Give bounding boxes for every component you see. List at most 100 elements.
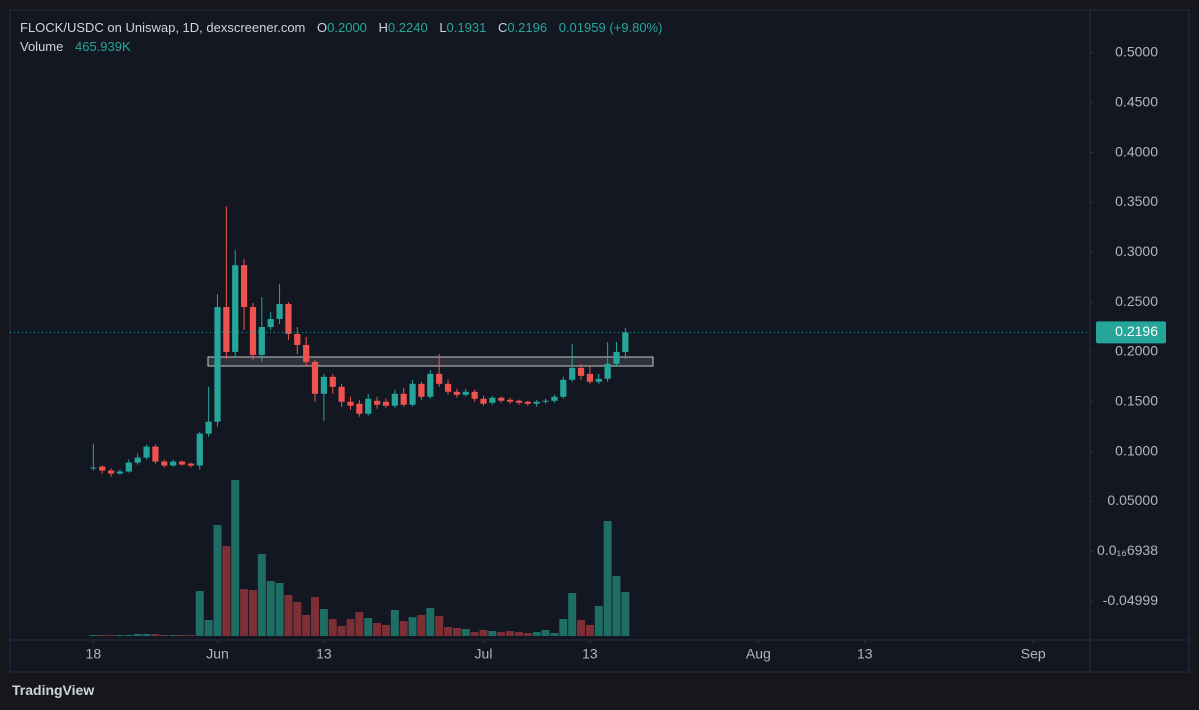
y-tick-label: 0.2500 <box>1115 293 1158 309</box>
candle-body <box>223 307 230 352</box>
volume-bar <box>603 521 612 636</box>
candle-body <box>347 401 354 406</box>
volume-bar <box>178 635 187 636</box>
candle-body <box>116 471 124 474</box>
volume-bar <box>532 632 541 636</box>
y-tick-label: 0.5000 <box>1115 44 1158 60</box>
c-label: C <box>497 20 508 35</box>
candle-body <box>542 400 549 402</box>
volume-bar <box>444 627 453 636</box>
candle-body <box>294 333 301 345</box>
volume-bar <box>107 635 116 636</box>
y-tick-label: 0.4000 <box>1115 143 1158 159</box>
candle-body <box>285 304 292 334</box>
candle-body <box>498 397 505 401</box>
o-label: O <box>317 20 328 35</box>
candle-body <box>170 461 177 466</box>
volume-bar <box>142 634 151 636</box>
volume-bar <box>328 619 337 636</box>
volume-bar <box>417 614 426 636</box>
volume-bar <box>364 617 373 636</box>
candle-body <box>356 403 363 414</box>
candle-body <box>524 401 531 404</box>
volume-bar <box>319 609 328 636</box>
volume-bar <box>470 632 479 636</box>
volume-bar <box>559 619 568 636</box>
candle-body <box>577 367 585 376</box>
candle-body <box>506 399 514 402</box>
volume-bar <box>488 631 497 636</box>
candle-body <box>444 383 452 392</box>
candle-body <box>480 398 487 404</box>
h-label: H <box>378 20 388 35</box>
candle-body <box>622 332 629 352</box>
volume-bar <box>514 632 523 636</box>
candle-body <box>276 304 283 320</box>
volume-bar <box>275 582 284 636</box>
volume-bar <box>381 624 390 636</box>
brand[interactable]: TradingView <box>12 682 95 698</box>
volume-bar <box>426 607 435 636</box>
volume-bar <box>266 581 275 636</box>
candle-body <box>613 351 620 364</box>
volume-row: Volume 465.939K <box>20 39 131 54</box>
y-tick-label: -0.04999 <box>1103 592 1158 608</box>
volume-value: 465.939K <box>75 39 131 54</box>
x-tick-label: 18 <box>86 646 102 662</box>
volume-bar <box>240 589 249 636</box>
volume-bar <box>124 635 133 636</box>
candle-body <box>187 463 194 466</box>
last-price-box <box>1096 321 1166 344</box>
legend-row: FLOCK/USDC on Uniswap, 1D, dexscreener.c… <box>20 20 662 35</box>
volume-bar <box>98 635 107 636</box>
x-tick-label: 13 <box>582 646 598 662</box>
candle-body <box>586 373 594 382</box>
y-tick-label: 0.1000 <box>1115 442 1158 458</box>
candle-body <box>560 379 567 397</box>
volume-bar <box>222 546 231 636</box>
volume-bar <box>337 626 346 636</box>
volume-bar <box>346 619 355 636</box>
volume-bar <box>399 621 408 636</box>
candle-body <box>258 326 265 355</box>
candle-body <box>99 466 106 471</box>
volume-bar <box>390 609 399 636</box>
volume-bar <box>506 631 515 636</box>
volume-bar <box>213 524 222 636</box>
volume-bar <box>568 592 577 636</box>
candle-body <box>400 393 407 405</box>
candle-body <box>436 373 443 384</box>
candle-body <box>125 462 132 472</box>
candle-body <box>418 383 425 397</box>
x-tick-label: Aug <box>746 646 771 662</box>
y-tick-label: 0.05000 <box>1107 492 1158 508</box>
l-label: L <box>439 20 447 35</box>
volume-bar <box>160 635 169 636</box>
symbol: FLOCK/USDC on Uniswap, 1D, dexscreener.c… <box>20 20 306 35</box>
candle-body <box>143 446 150 458</box>
x-tick-label: Sep <box>1021 646 1046 662</box>
candle-body <box>267 319 274 327</box>
y-tick-label: 0.3500 <box>1115 193 1158 209</box>
candle-body <box>311 361 319 394</box>
y-tick-label: 0.1500 <box>1115 392 1158 408</box>
candle-body <box>515 400 523 403</box>
volume-bar <box>151 634 160 636</box>
volume-bar <box>257 554 266 636</box>
c-value: 0.2196 <box>507 20 548 35</box>
candle-body <box>232 265 239 352</box>
o-value: 0.2000 <box>327 20 367 35</box>
candle-body <box>214 307 221 422</box>
candle-body <box>533 401 540 404</box>
last-price-label: 0.2196 <box>1115 323 1158 339</box>
candle-body <box>595 378 602 382</box>
volume-bar <box>585 624 594 636</box>
volume-bar <box>373 622 382 636</box>
candle-body <box>338 386 345 402</box>
volume-bar <box>89 635 98 636</box>
candle-body <box>462 391 469 395</box>
volume-bar <box>479 629 488 636</box>
candle-body <box>249 307 257 355</box>
h-value: 0.2240 <box>387 20 428 35</box>
